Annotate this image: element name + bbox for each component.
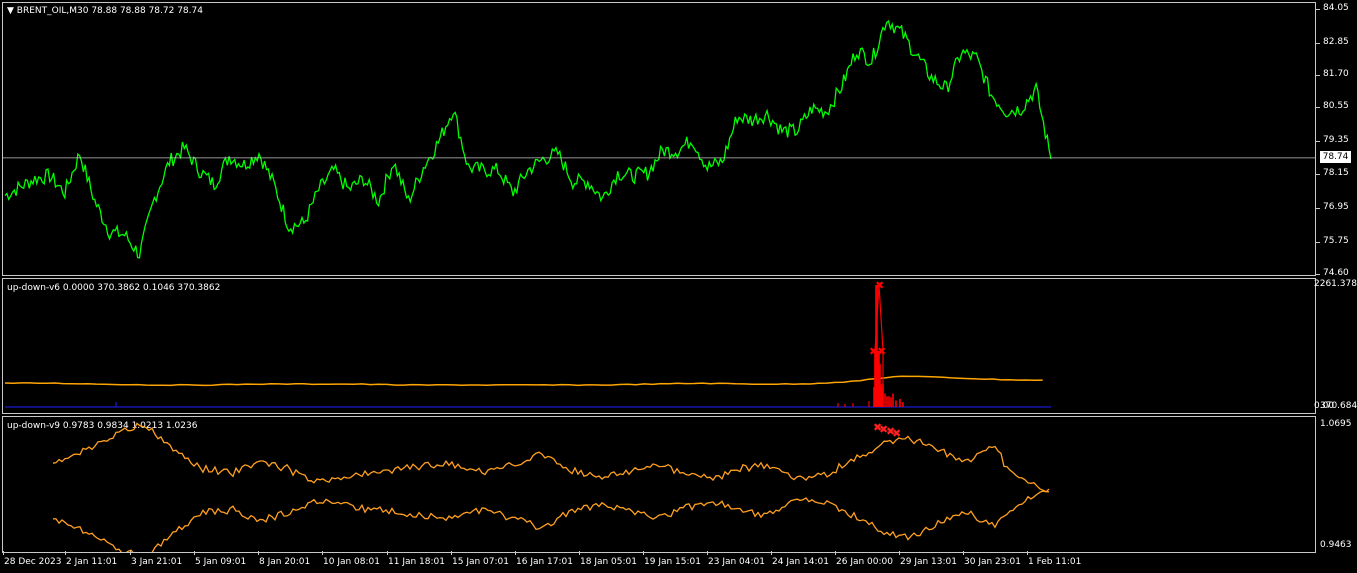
time-axis-label: 28 Dec 2023 [4,557,62,567]
time-axis-label: 3 Jan 21:01 [131,557,183,567]
time-axis-label: 16 Jan 17:01 [516,557,573,567]
indicator-v9-upper-line [52,422,1050,493]
price-tick [1316,174,1320,176]
time-tick [130,551,131,555]
time-axis-label: 2 Jan 11:01 [66,557,118,567]
time-tick [1027,551,1028,555]
indicator-title-v6: up-down-v6 0.0000 370.3862 0.1046 370.38… [7,283,221,293]
time-tick [643,551,644,555]
price-tick [1316,42,1320,44]
time-axis-label: 18 Jan 05:01 [580,557,637,567]
price-tick [1316,208,1320,210]
time-tick [515,551,516,555]
price-tick [1316,9,1320,10]
indicator-v9-scale: 1.0695 0.9463 [1316,416,1357,553]
time-axis-label: 10 Jan 08:01 [323,557,380,567]
time-axis-label: 23 Jan 04:01 [708,557,765,567]
time-axis-label: 8 Jan 20:01 [259,557,311,567]
indicator-v6-scale: 2261.378 0.00 370.684 [1314,278,1357,414]
indicator-v6-marker-icon: ✖ [877,345,886,358]
time-axis-label: 5 Jan 09:01 [195,557,247,567]
indicator-pane-v9[interactable]: up-down-v9 0.9783 0.9834 1.0213 1.0236 ✖… [2,416,1316,553]
indicator-v6-marker-icon: ✖ [869,345,878,358]
indicator-v9-lower-line [52,488,1050,552]
indicator-v6-max: 2261.378 [1314,279,1357,289]
indicator-title-v9: up-down-v9 0.9783 0.9834 1.0213 1.0236 [7,421,198,431]
indicator-v9-marker-icon: ✖ [879,423,888,436]
symbol-ohlc: BRENT_OIL,M30 78.88 78.88 78.72 78.74 [16,6,203,16]
time-axis-label: 24 Jan 14:01 [772,557,829,567]
time-tick [3,551,4,555]
time-tick [899,551,900,555]
price-tick [1316,107,1320,109]
time-tick [835,551,836,555]
indicator-v9-plot: ✖✖✖✖ [52,421,1050,552]
time-axis-label: 29 Jan 13:01 [900,557,957,567]
price-tick [1316,241,1320,243]
price-scale-label: 76.95 [1323,202,1349,213]
price-scale-label: 74.60 [1323,268,1349,278]
time-tick [963,551,964,555]
indicator-v6-spike-outline [874,284,884,388]
indicator-v6-level: 370.684 [1320,401,1357,411]
time-axis-label: 19 Jan 15:01 [644,557,701,567]
time-axis-label: 15 Jan 07:01 [452,557,509,567]
price-scale-label: 81.70 [1323,68,1349,79]
indicator-v9-min: 0.9463 [1320,540,1352,550]
time-tick [194,551,195,555]
chart-title: ▼ BRENT_OIL,M30 78.88 78.88 78.72 78.74 [7,6,203,16]
indicator-v6-plot: ✖✖✖ [4,279,1051,408]
collapse-arrow-icon[interactable]: ▼ [7,6,14,16]
time-tick [707,551,708,555]
time-tick [322,551,323,555]
time-axis-label: 11 Jan 18:01 [388,557,445,567]
price-tick [1316,74,1320,76]
price-scale-label: 78.15 [1323,168,1349,179]
indicator-v9-marker-icon: ✖ [873,421,882,434]
price-tick [1316,140,1320,142]
current-price-label: 78.74 [1320,151,1351,163]
indicator-v6-min: 0.00 [1314,401,1335,411]
indicator-v9-max: 1.0695 [1320,419,1352,429]
price-scale-label: 80.55 [1323,101,1349,112]
indicator-v6-orange-line [4,375,1043,387]
indicator-v9-marker-icon: ✖ [892,427,901,440]
time-axis-label: 26 Jan 00:00 [836,557,893,567]
price-tick [1316,274,1320,275]
time-tick [579,551,580,555]
time-tick [387,551,388,555]
time-tick [771,551,772,555]
time-tick [65,551,66,555]
main-chart-pane[interactable]: ▼ BRENT_OIL,M30 78.88 78.88 78.72 78.74 [2,2,1316,276]
price-scale-label: 84.05 [1323,3,1349,13]
main-price-scale[interactable]: 84.05 82.85 81.70 80.55 79.35 78.15 76.95 75.75… [1316,2,1357,278]
indicator-pane-v6[interactable]: up-down-v6 0.0000 370.3862 0.1046 370.38… [2,278,1316,414]
price-line-chart [3,19,1315,259]
time-tick [258,551,259,555]
time-axis-label: 1 Feb 11:01 [1028,557,1082,567]
price-scale-label: 82.85 [1323,36,1349,47]
indicator-v9-marker-icon: ✖ [886,425,895,438]
price-scale-label: 79.35 [1323,134,1349,145]
price-series-line [4,19,1052,259]
time-tick [451,551,452,555]
time-axis-label: 30 Jan 23:01 [964,557,1021,567]
indicator-v6-marker-icon: ✖ [875,279,884,292]
price-scale-label: 75.75 [1323,235,1349,246]
